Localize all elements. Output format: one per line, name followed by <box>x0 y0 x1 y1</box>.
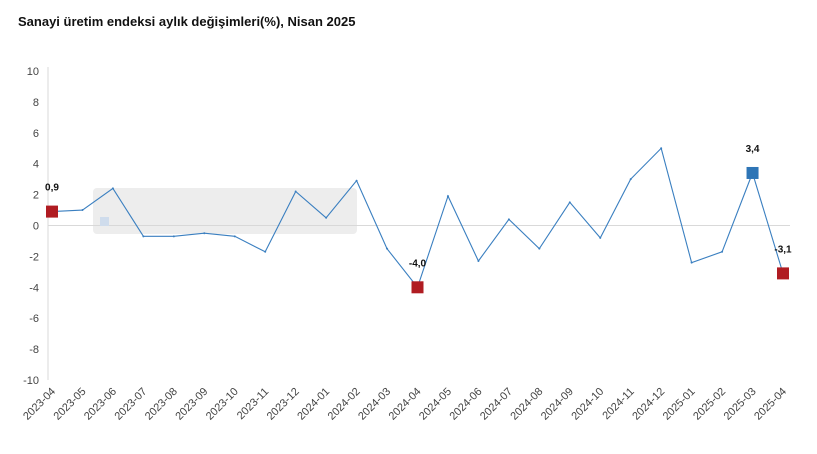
data-point <box>325 216 328 219</box>
data-label: -4,0 <box>409 258 427 269</box>
x-tick-label: 2024-06 <box>448 386 485 423</box>
x-tick-label: 2024-04 <box>387 386 424 423</box>
x-tick-label: 2024-10 <box>569 386 606 423</box>
x-tick-label: 2023-09 <box>173 386 210 423</box>
data-point <box>629 178 632 181</box>
data-point <box>264 250 267 253</box>
data-point <box>538 247 541 250</box>
data-point <box>172 235 175 238</box>
x-tick-label: 2024-07 <box>478 386 515 423</box>
chart-title: Sanayi üretim endeksi aylık değişimleri(… <box>18 14 356 29</box>
data-point <box>203 232 206 235</box>
tooltip-swatch <box>100 217 109 226</box>
y-tick-label: 8 <box>33 97 39 109</box>
data-point <box>721 250 724 253</box>
data-point <box>568 201 571 204</box>
y-tick-label: 4 <box>33 159 39 171</box>
y-tick-label: 2 <box>33 190 39 202</box>
data-point <box>142 235 145 238</box>
data-point <box>386 247 389 250</box>
data-label: -3,1 <box>774 244 792 255</box>
x-tick-label: 2024-01 <box>295 386 332 423</box>
x-tick-label: 2023-07 <box>112 386 149 423</box>
y-tick-label: -2 <box>29 251 39 263</box>
x-tick-label: 2023-10 <box>204 386 241 423</box>
x-tick-label: 2023-04 <box>21 386 58 423</box>
data-label: 0,9 <box>45 183 59 194</box>
x-tick-label: 2023-08 <box>143 386 180 423</box>
x-tick-label: 2024-09 <box>539 386 576 423</box>
x-tick-label: 2023-12 <box>265 386 302 423</box>
highlight-marker <box>411 281 424 294</box>
data-point <box>599 236 602 239</box>
highlight-marker <box>46 205 58 218</box>
y-tick-label: -10 <box>23 375 39 387</box>
y-tick-label: 0 <box>33 221 39 233</box>
y-tick-label: -4 <box>29 282 39 294</box>
x-tick-label: 2024-05 <box>417 386 454 423</box>
data-markers: 0,9 -4,0 3,4 -3,1 <box>45 144 792 294</box>
x-tick-label: 2024-08 <box>508 386 545 423</box>
x-tick-label: 2025-01 <box>661 386 698 423</box>
y-tick-label: -8 <box>29 344 39 356</box>
x-tick-label: 2024-12 <box>630 386 667 423</box>
x-tick-label: 2025-02 <box>691 386 728 423</box>
highlight-marker <box>746 166 759 179</box>
data-label: 3,4 <box>746 144 760 155</box>
data-point <box>507 218 510 221</box>
data-point <box>294 190 297 193</box>
x-axis: 2023-042023-052023-062023-072023-082023-… <box>21 386 789 423</box>
y-tick-label: 10 <box>27 66 39 78</box>
tooltip-placeholder <box>93 188 357 234</box>
data-point <box>446 195 449 198</box>
data-point <box>81 209 84 212</box>
data-point <box>111 187 114 190</box>
y-axis: 10 8 6 4 2 0 -2 -4 -6 -8 -10 <box>23 66 39 387</box>
data-point <box>233 235 236 238</box>
x-tick-label: 2025-03 <box>722 386 759 423</box>
x-tick-label: 2025-04 <box>752 386 789 423</box>
y-tick-label: -6 <box>29 313 39 325</box>
data-point <box>690 261 693 264</box>
x-tick-label: 2024-03 <box>356 386 393 423</box>
y-tick-label: 6 <box>33 128 39 140</box>
highlight-marker <box>777 267 789 280</box>
x-tick-label: 2024-02 <box>326 386 363 423</box>
data-point <box>660 147 663 150</box>
x-tick-label: 2023-06 <box>82 386 119 423</box>
data-point <box>355 179 358 182</box>
x-tick-label: 2023-05 <box>52 386 89 423</box>
data-point <box>477 260 480 263</box>
